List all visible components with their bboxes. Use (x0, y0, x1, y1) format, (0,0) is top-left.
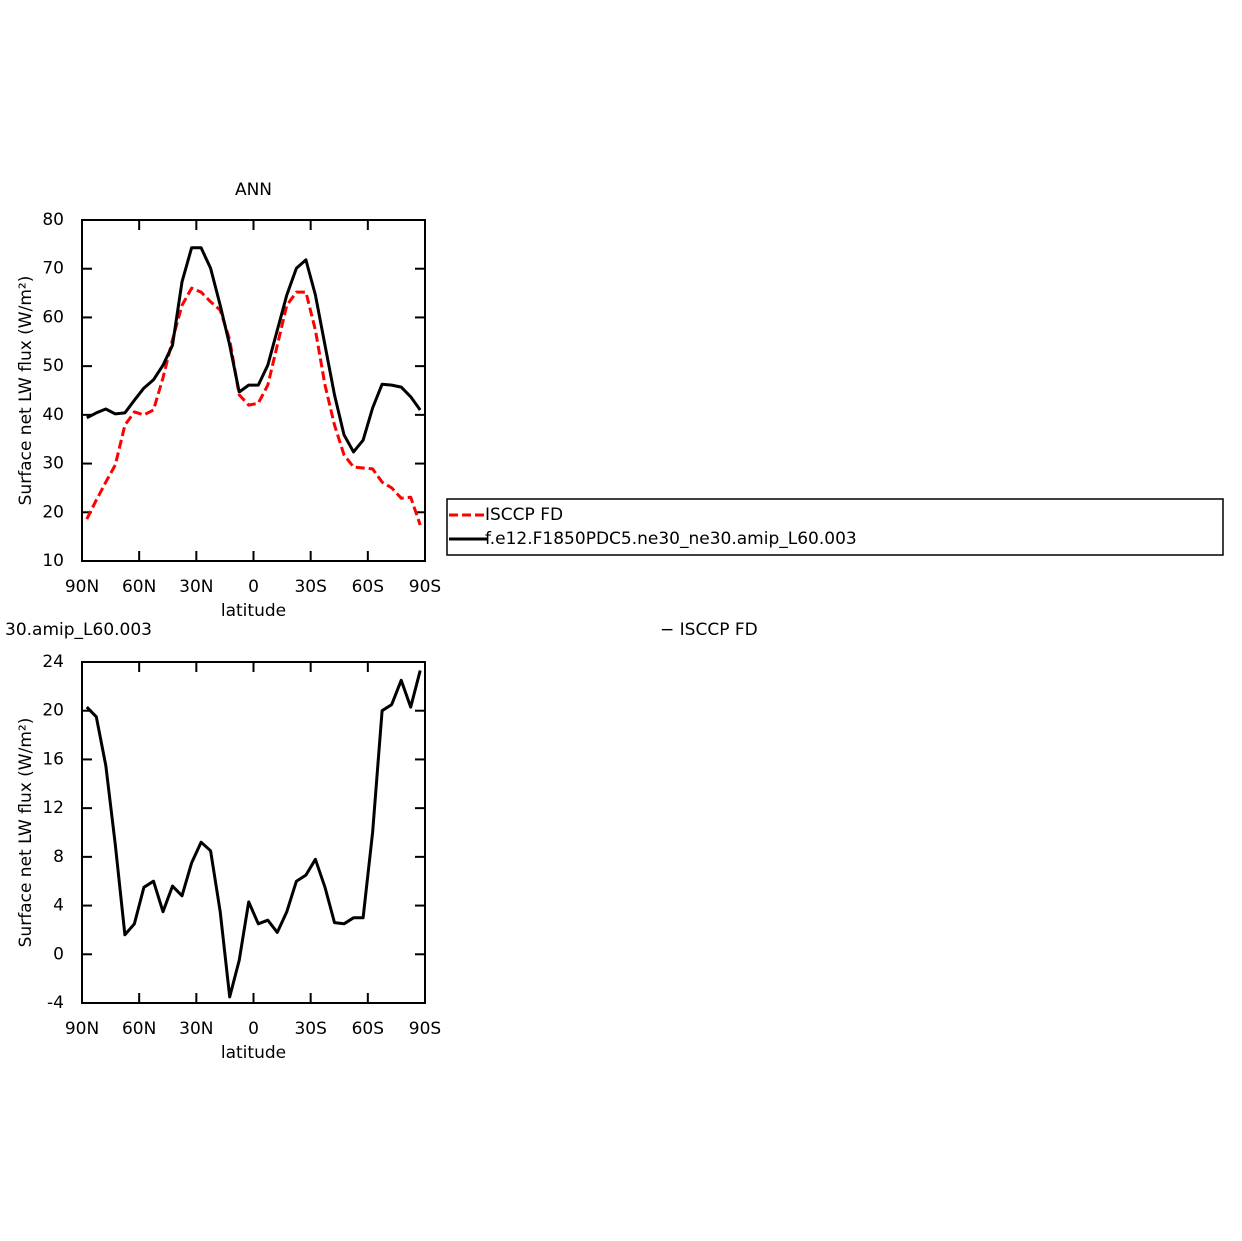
y-tick-label: 0 (53, 944, 64, 964)
y-tick-label: 60 (42, 307, 64, 327)
x-tick-label: 30S (294, 577, 326, 597)
x-tick-label: 90N (65, 577, 99, 597)
x-tick-label: 60S (352, 577, 384, 597)
data-line (86, 246, 422, 454)
y-tick-label: 40 (42, 405, 64, 425)
legend-label: ISCCP FD (485, 505, 563, 525)
y-axis-label: Surface net LW flux (W/m²) (16, 276, 36, 506)
x-tick-label: 60N (122, 1019, 156, 1039)
y-tick-label: 80 (42, 210, 64, 230)
y-tick-label: 24 (42, 652, 64, 672)
y-tick-label: 16 (42, 749, 64, 769)
x-tick-label: 90S (409, 577, 441, 597)
data-line (85, 286, 422, 526)
y-tick-label: 20 (42, 701, 64, 721)
y-axis-label: Surface net LW flux (W/m²) (16, 718, 36, 948)
data-line (85, 670, 422, 999)
y-tick-label: 4 (53, 896, 64, 916)
y-tick-label: -4 (47, 993, 64, 1013)
x-axis-label: latitude (221, 1043, 286, 1063)
plot-frame (81, 219, 426, 562)
x-tick-label: 60S (352, 1019, 384, 1039)
y-tick-label: 50 (42, 356, 64, 376)
x-tick-label: 30N (179, 577, 213, 597)
chart-title: 30.amip_L60.003 (5, 620, 152, 640)
x-tick-label: 30S (294, 1019, 326, 1039)
legend-label: f.e12.F1850PDC5.ne30_ne30.amip_L60.003 (485, 529, 857, 549)
chart-title: ANN (235, 180, 272, 200)
legend-box (446, 498, 1224, 556)
y-tick-label: 70 (42, 259, 64, 279)
x-tick-label: 30N (179, 1019, 213, 1039)
x-tick-label: 0 (248, 577, 259, 597)
x-tick-label: 90S (409, 1019, 441, 1039)
chart-subtitle: − ISCCP FD (660, 620, 758, 640)
y-tick-label: 12 (42, 798, 64, 818)
x-tick-label: 0 (248, 1019, 259, 1039)
y-tick-label: 30 (42, 454, 64, 474)
x-tick-label: 60N (122, 577, 156, 597)
y-tick-label: 20 (42, 502, 64, 522)
x-axis-label: latitude (221, 601, 286, 621)
y-tick-label: 10 (42, 551, 64, 571)
x-tick-label: 90N (65, 1019, 99, 1039)
y-tick-label: 8 (53, 847, 64, 867)
